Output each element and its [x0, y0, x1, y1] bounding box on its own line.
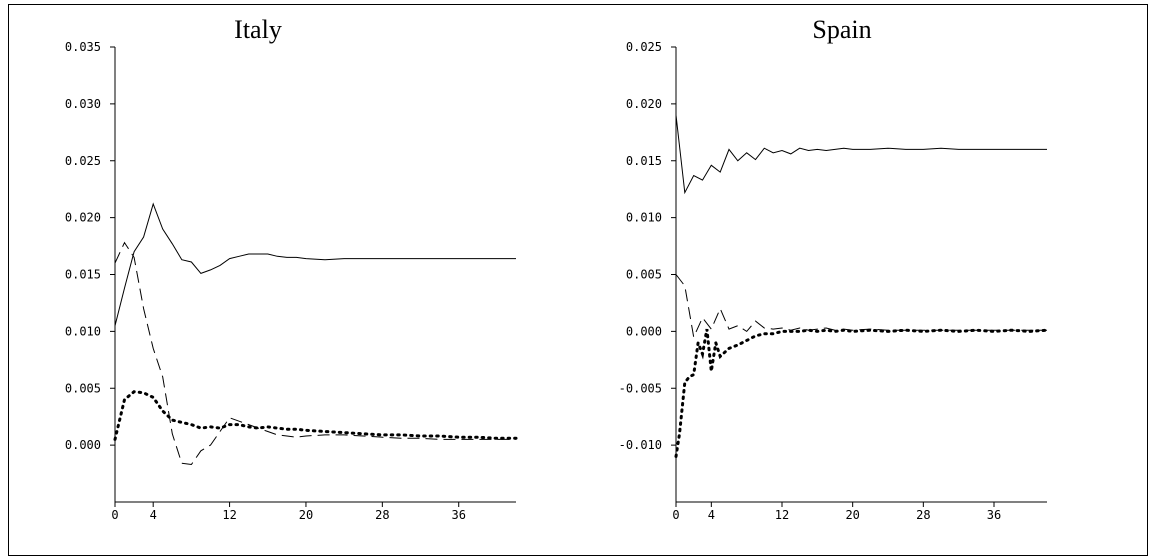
x-tick-label: 4 — [708, 508, 715, 522]
x-tick-label: 36 — [451, 508, 465, 522]
x-tick-label: 12 — [222, 508, 236, 522]
series-line-dashed — [675, 274, 1047, 339]
x-tick-label: 4 — [150, 508, 157, 522]
series-line-solid — [114, 202, 516, 326]
y-tick-label: 0.010 — [65, 324, 101, 338]
x-tick-label: 0 — [672, 508, 679, 522]
x-tick-label: 20 — [299, 508, 313, 522]
figure-frame — [8, 4, 1148, 556]
y-tick-label: 0.010 — [626, 211, 662, 225]
x-tick-label: 0 — [111, 508, 118, 522]
y-tick-label: -0.010 — [619, 438, 662, 452]
series-line-dotted — [113, 390, 518, 441]
y-tick-label: 0.020 — [65, 211, 101, 225]
y-tick-label: 0.025 — [626, 40, 662, 54]
y-tick-label: 0.035 — [65, 40, 101, 54]
y-tick-label: 0.000 — [626, 324, 662, 338]
y-tick-label: 0.030 — [65, 97, 101, 111]
x-tick-label: 20 — [845, 508, 859, 522]
y-tick-label: 0.025 — [65, 154, 101, 168]
y-tick-label: 0.000 — [65, 438, 101, 452]
x-tick-label: 36 — [987, 508, 1001, 522]
x-tick-label: 12 — [775, 508, 789, 522]
series-line-solid — [675, 115, 1047, 195]
x-tick-label: 28 — [916, 508, 930, 522]
series-line-dashed — [114, 241, 516, 466]
y-tick-label: 0.015 — [626, 154, 662, 168]
y-tick-label: 0.005 — [626, 268, 662, 282]
chart-panel-spain: Spain 0.025 0.020 0.015 0.010 0.005 0.000 -0.00… — [619, 15, 1049, 522]
y-tick-label: 0.015 — [65, 268, 101, 282]
y-tick-label: -0.005 — [619, 381, 662, 395]
chart-title: Italy — [234, 15, 282, 44]
y-tick-label: 0.005 — [65, 381, 101, 395]
y-tick-label: 0.020 — [626, 97, 662, 111]
chart-title: Spain — [812, 15, 871, 44]
chart-panel-italy: Italy 0.035 0.030 0.025 0.020 0.015 0.010 0.005… — [65, 15, 518, 522]
x-tick-label: 28 — [375, 508, 389, 522]
series-line-dotted — [674, 328, 1049, 458]
